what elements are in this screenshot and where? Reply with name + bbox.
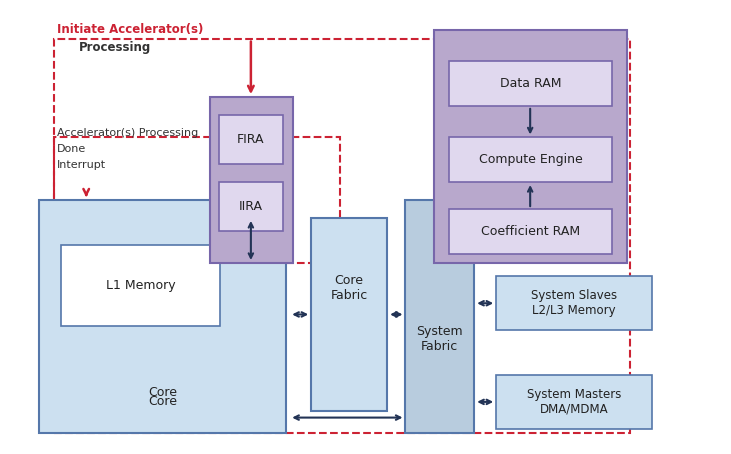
Text: Accelerator(s) Processing: Accelerator(s) Processing xyxy=(57,128,198,138)
Text: IIRA: IIRA xyxy=(239,200,263,213)
Bar xyxy=(53,137,340,263)
Bar xyxy=(61,245,221,326)
Text: Data RAM: Data RAM xyxy=(500,77,561,90)
Bar xyxy=(449,137,612,182)
Bar xyxy=(210,97,293,263)
Text: System Slaves
L2/L3 Memory: System Slaves L2/L3 Memory xyxy=(531,289,617,317)
Text: Interrupt: Interrupt xyxy=(57,160,106,170)
Bar xyxy=(449,61,612,106)
Text: Coefficient RAM: Coefficient RAM xyxy=(481,225,580,238)
Bar xyxy=(496,375,652,429)
Bar xyxy=(449,209,612,254)
Text: FIRA: FIRA xyxy=(237,133,265,146)
Text: Processing: Processing xyxy=(79,41,151,54)
Text: Core
Fabric: Core Fabric xyxy=(330,274,368,301)
Bar xyxy=(39,200,286,433)
Bar xyxy=(311,218,387,411)
Text: System
Fabric: System Fabric xyxy=(417,325,463,353)
Text: Core: Core xyxy=(148,386,177,400)
Bar xyxy=(406,200,474,433)
Bar xyxy=(219,115,283,164)
Bar xyxy=(496,276,652,330)
Bar xyxy=(53,39,630,433)
Text: L1 Memory: L1 Memory xyxy=(106,279,175,292)
Text: Compute Engine: Compute Engine xyxy=(479,153,583,166)
Bar xyxy=(434,30,626,263)
Text: Done: Done xyxy=(57,144,86,154)
Text: System Masters
DMA/MDMA: System Masters DMA/MDMA xyxy=(527,388,621,416)
Text: Initiate Accelerator(s): Initiate Accelerator(s) xyxy=(57,23,203,36)
Bar xyxy=(219,182,283,232)
Text: Core: Core xyxy=(148,395,177,409)
